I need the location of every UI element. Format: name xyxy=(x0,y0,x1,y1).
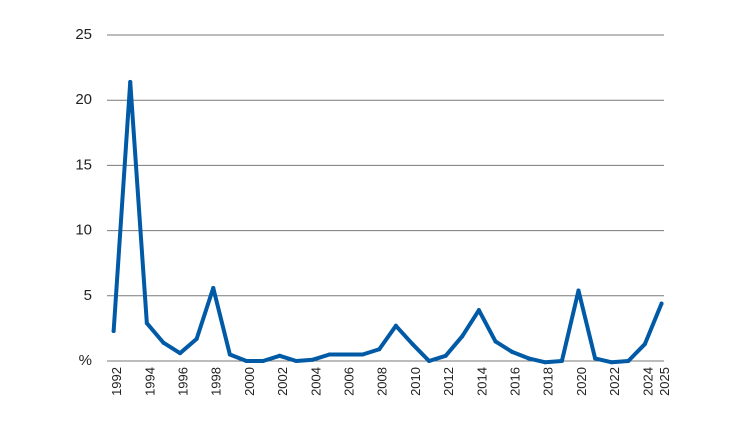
data-point xyxy=(526,356,531,361)
y-tick-label: 5 xyxy=(84,287,92,304)
data-point xyxy=(360,352,365,357)
data-point xyxy=(128,79,133,84)
data-point xyxy=(277,353,282,358)
series-layer xyxy=(111,79,664,365)
x-tick-label: 2025 xyxy=(657,367,672,396)
data-point xyxy=(244,359,249,363)
x-tick-label: 2004 xyxy=(308,367,323,396)
x-tick-label: 2008 xyxy=(375,367,390,396)
data-point xyxy=(460,334,465,339)
x-tick-label: 2020 xyxy=(574,367,589,396)
x-tick-label: 2016 xyxy=(508,367,523,396)
data-point xyxy=(659,301,664,306)
data-point xyxy=(493,339,498,344)
data-point xyxy=(443,353,448,358)
data-point xyxy=(593,356,598,361)
x-tick-label: 2000 xyxy=(242,367,257,396)
data-point xyxy=(310,357,315,362)
grid-lines xyxy=(107,34,664,362)
data-point xyxy=(194,336,199,341)
x-tick-label: 2022 xyxy=(607,367,622,396)
x-tick-label: 1998 xyxy=(209,367,224,396)
data-point xyxy=(559,359,564,363)
x-tick-label: 2012 xyxy=(441,367,456,396)
x-tick-label: 2018 xyxy=(541,367,556,396)
y-tick-label: % xyxy=(79,352,92,369)
data-point xyxy=(294,359,299,363)
data-point xyxy=(211,285,216,290)
x-tick-label: 1996 xyxy=(175,367,190,396)
data-point xyxy=(144,321,149,326)
data-point xyxy=(427,359,432,363)
data-point xyxy=(642,342,647,347)
data-point xyxy=(327,352,332,357)
data-point xyxy=(510,349,515,354)
x-tick-label: 2006 xyxy=(342,367,357,396)
y-tick-label: 15 xyxy=(75,156,92,173)
data-point xyxy=(543,360,548,365)
x-tick-label: 2010 xyxy=(408,367,423,396)
y-tick-label: 20 xyxy=(75,91,92,108)
data-point xyxy=(161,340,166,345)
y-axis-ticks: % 5 10 15 20 25 xyxy=(75,26,92,369)
data-point xyxy=(261,359,266,363)
x-axis-ticks: 1992 1994 1996 1998 2000 2002 2004 2006 2008 2010… xyxy=(109,367,672,396)
data-point xyxy=(609,360,614,365)
series-line xyxy=(111,79,664,365)
data-point xyxy=(111,329,116,334)
data-point xyxy=(227,352,232,357)
x-tick-label: 2002 xyxy=(275,367,290,396)
x-tick-label: 2024 xyxy=(640,367,655,396)
data-point xyxy=(410,342,415,347)
x-tick-label: 2014 xyxy=(474,367,489,396)
data-point xyxy=(626,359,631,363)
x-tick-label: 1994 xyxy=(142,367,157,396)
y-tick-label: 25 xyxy=(75,26,92,43)
data-point xyxy=(344,352,349,357)
data-point xyxy=(377,347,382,352)
x-tick-label: 1992 xyxy=(109,367,124,396)
data-point xyxy=(393,323,398,328)
y-tick-label: 10 xyxy=(75,222,92,239)
data-point xyxy=(576,288,581,293)
data-point xyxy=(178,351,183,356)
data-point xyxy=(476,308,481,313)
